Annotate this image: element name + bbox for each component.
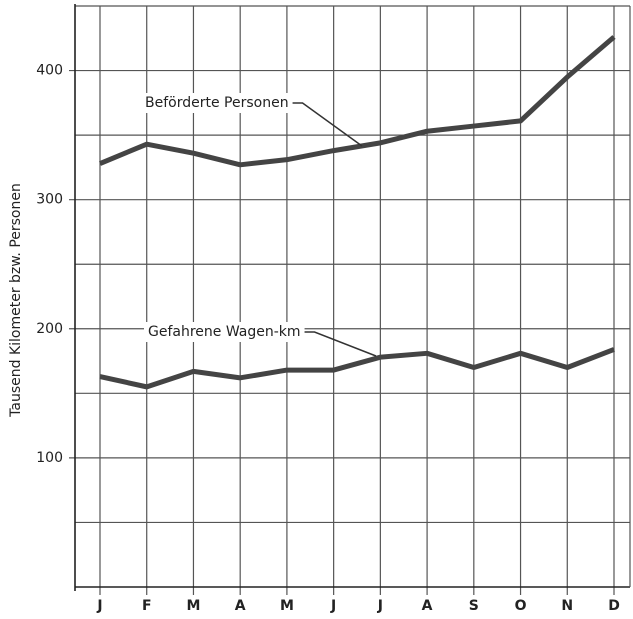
x-tick-label: J [96, 598, 102, 614]
y-tick-label: 300 [36, 192, 63, 208]
x-tick-label: M [280, 598, 294, 614]
x-tick-label: D [608, 598, 620, 614]
y-tick-label: 200 [36, 321, 63, 337]
x-tick-label: N [561, 598, 573, 614]
x-tick-label: F [142, 598, 152, 614]
series-label: Gefahrene Wagen-km [148, 324, 301, 340]
label-background [144, 322, 305, 342]
y-axis-label: Tausend Kilometer bzw. Personen [8, 183, 24, 418]
x-tick-label: M [186, 598, 200, 614]
y-tick-label: 100 [36, 450, 63, 466]
x-tick-label: A [235, 598, 246, 614]
label-background [141, 93, 293, 113]
x-tick-label: J [377, 598, 383, 614]
x-tick-label: S [469, 598, 479, 614]
x-tick-label: A [422, 598, 433, 614]
label-leader [304, 331, 377, 357]
x-tick-label: O [515, 598, 527, 614]
series-label: Beförderte Personen [145, 95, 289, 111]
label-leader [292, 102, 363, 147]
y-tick-label: 400 [36, 63, 63, 79]
series-line [99, 347, 615, 390]
series-line [99, 35, 616, 168]
x-tick-label: J [330, 598, 336, 614]
